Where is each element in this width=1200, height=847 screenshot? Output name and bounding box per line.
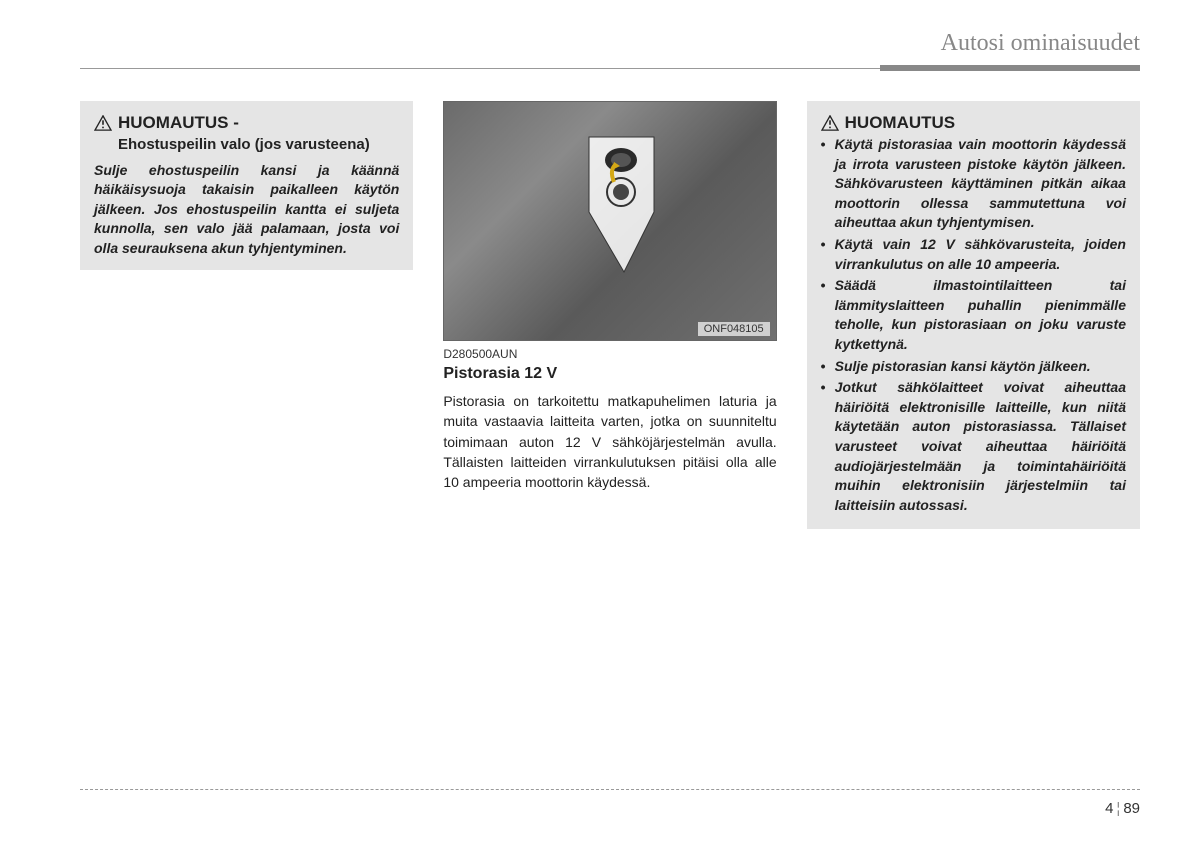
page-footer: 4¦89: [80, 789, 1140, 817]
page-header: Autosi ominaisuudet: [80, 30, 1140, 57]
figure-image: ONF048105: [443, 101, 776, 341]
page-container: Autosi ominaisuudet HUOMAUTUS - Ehostusp…: [0, 0, 1200, 847]
header-title: Autosi ominaisuudet: [941, 30, 1140, 56]
notice-list-item: Käytä vain 12 V sähkövarusteita, joiden …: [821, 235, 1126, 274]
notice-header-1: HUOMAUTUS -: [94, 113, 399, 133]
notice-list-item: Käytä pistorasiaa vain moottorin käydess…: [821, 135, 1126, 233]
figure-callout: [584, 132, 704, 282]
notice-list-item: Säädä ilmastointilaitteen tai lämmitysla…: [821, 276, 1126, 354]
notice-title-2: HUOMAUTUS: [845, 113, 956, 133]
column-1: HUOMAUTUS - Ehostuspeilin valo (jos varu…: [80, 101, 413, 529]
caution-icon: [821, 115, 839, 131]
notice-header-2: HUOMAUTUS: [821, 113, 1126, 133]
image-code-label: ONF048105: [698, 322, 770, 336]
code-reference: D280500AUN: [443, 347, 776, 361]
header-rule-thick: [880, 65, 1140, 71]
column-2: ONF048105 D280500AUN Pistorasia 12 V Pis…: [443, 101, 776, 529]
notice-list-item: Jotkut sähkölaitteet voivat aiheuttaa hä…: [821, 378, 1126, 515]
notice-list-item: Sulje pistorasian kansi käytön jälkeen.: [821, 357, 1126, 377]
page-number: 4¦89: [80, 800, 1140, 817]
notice-box-2: HUOMAUTUS Käytä pistorasiaa vain moottor…: [807, 101, 1140, 529]
footer-rule: [80, 789, 1140, 790]
notice-box-1: HUOMAUTUS - Ehostuspeilin valo (jos varu…: [80, 101, 413, 270]
header-rule: [80, 65, 1140, 71]
page-num: 89: [1123, 800, 1140, 817]
section-title: Pistorasia 12 V: [443, 365, 776, 383]
column-3: HUOMAUTUS Käytä pistorasiaa vain moottor…: [807, 101, 1140, 529]
caution-icon: [94, 115, 112, 131]
notice-body-1: Sulje ehostuspeilin kansi ja käännä häik…: [94, 161, 399, 259]
content-columns: HUOMAUTUS - Ehostuspeilin valo (jos varu…: [80, 101, 1140, 529]
header-rule-thin: [80, 68, 880, 69]
body-text: Pistorasia on tarkoitettu matkapuhelimen…: [443, 391, 776, 492]
notice-list: Käytä pistorasiaa vain moottorin käydess…: [821, 135, 1126, 515]
notice-title-1: HUOMAUTUS -: [118, 113, 239, 133]
page-separator: ¦: [1113, 800, 1123, 817]
notice-subtitle-1: Ehostuspeilin valo (jos varusteena): [118, 135, 399, 155]
